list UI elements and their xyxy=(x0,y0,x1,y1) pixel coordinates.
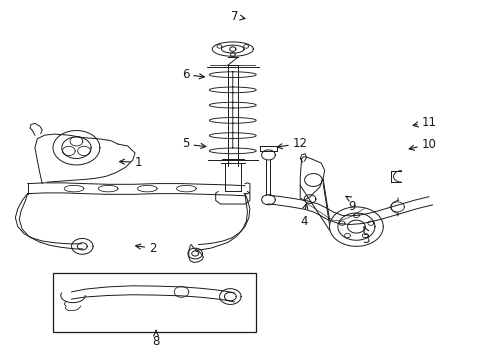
Text: 6: 6 xyxy=(182,68,190,81)
Text: 9: 9 xyxy=(348,200,355,213)
Text: 7: 7 xyxy=(231,10,239,23)
Text: 8: 8 xyxy=(152,335,160,348)
Text: 10: 10 xyxy=(422,138,437,151)
Text: 11: 11 xyxy=(422,116,437,129)
Text: 1: 1 xyxy=(135,156,143,169)
Text: 2: 2 xyxy=(149,242,157,255)
Bar xyxy=(53,273,256,332)
Text: 5: 5 xyxy=(182,137,190,150)
Text: 4: 4 xyxy=(300,215,307,228)
Text: 3: 3 xyxy=(363,233,370,246)
Text: 12: 12 xyxy=(293,137,308,150)
